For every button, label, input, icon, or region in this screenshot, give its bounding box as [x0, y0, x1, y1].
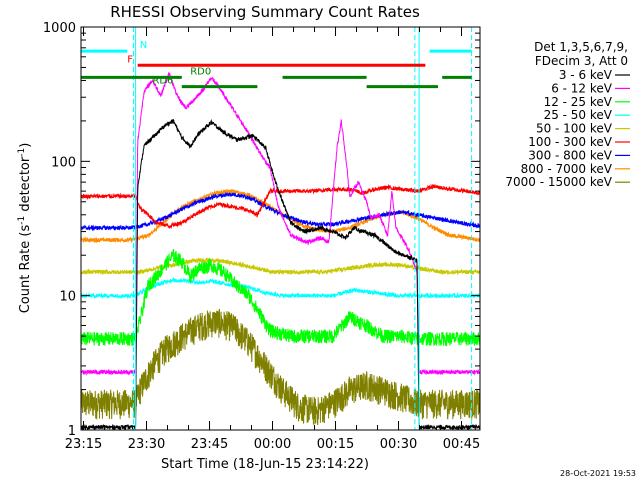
- y-tick-label: 10: [59, 290, 76, 305]
- y-axis-label-mid: detector: [18, 156, 33, 216]
- x-tick-label: 00:30: [380, 437, 417, 452]
- legend-item-label: 100 - 300 keV: [528, 135, 612, 149]
- y-tick-label: 1000: [43, 21, 76, 36]
- series-line-1: [81, 71, 480, 376]
- series-line-8: [81, 308, 480, 426]
- legend-item-label: 7000 - 15000 keV: [505, 175, 612, 189]
- legend-item-label: 12 - 25 keV: [544, 95, 613, 109]
- legend: Det 1,3,5,6,7,9, FDecim 3, Att 0 3 - 6 k…: [505, 40, 630, 189]
- flag-label-RD6: RD6: [152, 76, 173, 87]
- series-line-4: [81, 257, 480, 276]
- chart-title: RHESSI Observing Summary Count Rates: [110, 3, 420, 21]
- y-tick-label: 100: [51, 155, 76, 170]
- x-tick-label: 23:15: [65, 437, 102, 452]
- plot-frame: [80, 26, 481, 431]
- data-lines: [81, 71, 480, 430]
- legend-header-1: Det 1,3,5,6,7,9,: [534, 40, 628, 54]
- flag-label-RD0: RD0: [190, 66, 211, 77]
- x-axis-label: Start Time (18-Jun-15 23:14:22): [161, 457, 369, 472]
- flag-label-F: F: [127, 54, 133, 65]
- footer-date: 28-Oct-2021 19:53: [560, 469, 636, 478]
- x-tick-label: 00:15: [317, 437, 354, 452]
- y-tick-label: 1: [68, 424, 76, 439]
- x-tick-label: 00:00: [254, 437, 291, 452]
- y-axis-label-main: Count Rate (s: [18, 225, 33, 314]
- x-tick-label: 23:30: [128, 437, 165, 452]
- legend-item-label: 50 - 100 keV: [536, 122, 613, 136]
- legend-item-label: 3 - 6 keV: [559, 68, 613, 82]
- legend-item-label: 800 - 7000 keV: [521, 162, 613, 176]
- series-line-3: [81, 276, 480, 300]
- x-tick-label: 23:45: [191, 437, 228, 452]
- y-axis-label-exp1: -1: [17, 216, 27, 225]
- series-line-5: [81, 183, 480, 230]
- y-axis-label-exp2: -1: [17, 148, 27, 157]
- y-axis-label-end: ): [18, 143, 33, 148]
- series-line-2: [81, 248, 480, 347]
- y-axis-label: Count Rate (s-1 detector-1): [17, 143, 33, 314]
- legend-item-label: 6 - 12 keV: [551, 81, 613, 95]
- series-line-0: [81, 118, 480, 430]
- legend-item-label: 300 - 800 keV: [528, 148, 612, 162]
- legend-header-2: FDecim 3, Att 0: [535, 54, 628, 68]
- legend-item-label: 25 - 50 keV: [544, 108, 613, 122]
- x-tick-label: 00:45: [443, 437, 480, 452]
- flag-label-N: N: [140, 40, 147, 51]
- plot-area: NF RD0 RD6 1 10 100 1000 23:15 23:30 23:45 00:00 00…: [43, 21, 481, 452]
